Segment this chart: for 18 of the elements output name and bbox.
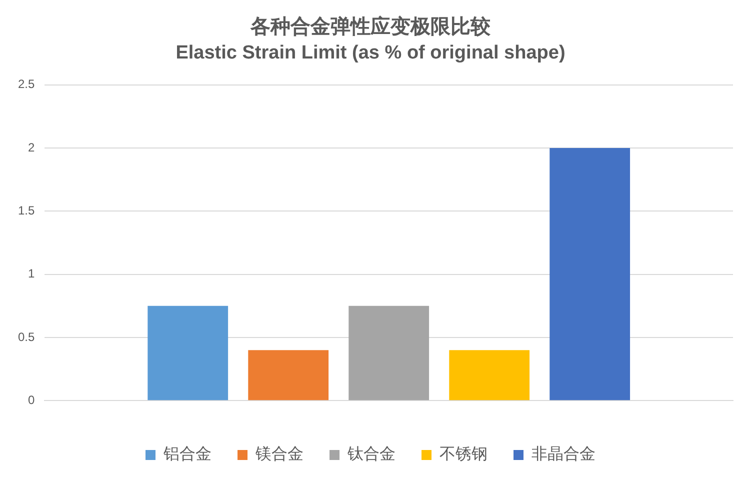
bar xyxy=(449,350,530,400)
bar xyxy=(148,306,228,400)
legend-label: 镁合金 xyxy=(254,444,304,464)
chart-subtitle: Elastic Strain Limit (as % of original shape) xyxy=(176,42,566,64)
y-tick-label: 2 xyxy=(28,140,35,154)
legend-label: 不锈钢 xyxy=(440,444,488,464)
bar xyxy=(348,306,430,400)
y-tick-label: 1.5 xyxy=(18,203,35,218)
legend-label: 钛合金 xyxy=(346,444,396,464)
y-tick-label: 0.5 xyxy=(18,330,35,344)
legend-label: 铝合金 xyxy=(162,444,212,464)
bar xyxy=(550,148,630,400)
y-tick-label: 1 xyxy=(28,266,35,281)
chart-title: 各种合金弹性应变极限比较 xyxy=(250,14,492,38)
y-tick-label: 0 xyxy=(28,392,35,407)
bar xyxy=(248,350,329,400)
y-tick-label: 2.5 xyxy=(18,77,35,92)
legend-label: 非晶合金 xyxy=(532,444,596,464)
